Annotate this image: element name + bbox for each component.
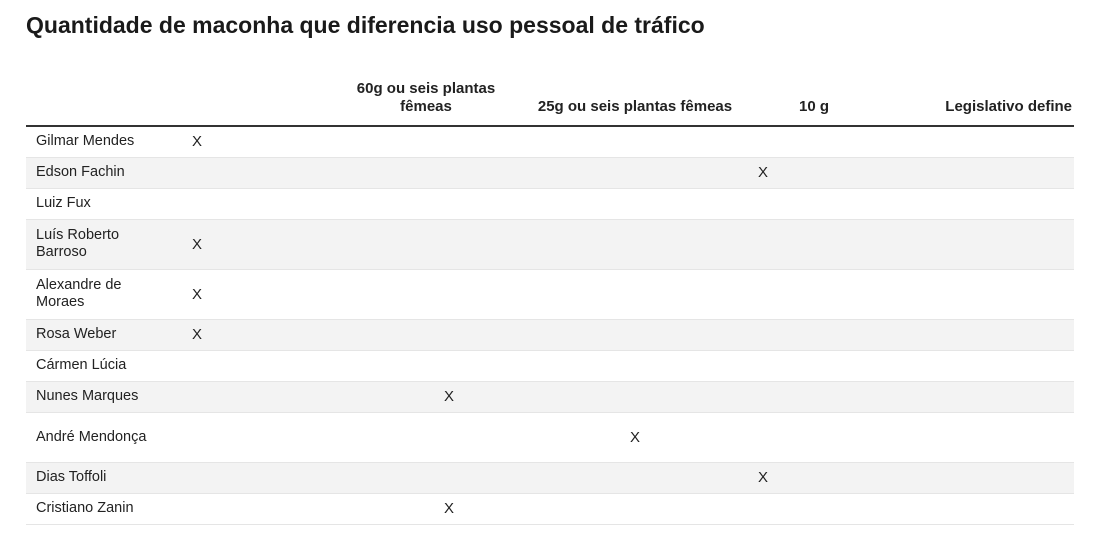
cell-mark <box>174 462 326 494</box>
cell-mark <box>174 412 326 463</box>
cell-mark <box>326 188 526 220</box>
cell-mark <box>884 188 1074 220</box>
cell-mark <box>884 219 1074 270</box>
chart-title: Quantidade de maconha que diferencia uso… <box>26 12 705 38</box>
header-col-2: 25g ou seis plantas fêmeas <box>526 74 744 127</box>
cell-mark <box>744 381 884 413</box>
table-row: Dias Toffoli X <box>26 462 1074 494</box>
row-name: Nunes Marques <box>26 381 174 413</box>
cell-mark <box>326 412 526 463</box>
row-name: Cristiano Zanin <box>26 493 174 525</box>
cell-mark <box>326 157 526 189</box>
cell-mark <box>326 319 526 351</box>
cell-mark <box>526 157 744 189</box>
cell-mark: X <box>744 462 884 494</box>
table-row: Nunes Marques X <box>26 381 1074 413</box>
cell-mark <box>526 493 744 525</box>
header-col-1: 60g ou seis plantas fêmeas <box>326 74 526 127</box>
cell-mark: X <box>326 493 526 525</box>
row-name: Gilmar Mendes <box>26 126 174 158</box>
cell-mark <box>326 126 526 158</box>
cell-mark <box>174 157 326 189</box>
cell-mark <box>526 350 744 382</box>
table-row: André Mendonça X <box>26 412 1074 463</box>
cell-mark <box>744 350 884 382</box>
header-row: 60g ou seis plantas fêmeas 25g ou seis p… <box>26 74 1074 127</box>
cell-mark <box>174 350 326 382</box>
header-col-0 <box>174 74 326 127</box>
cell-mark <box>744 412 884 463</box>
table-row: Cármen Lúcia <box>26 350 1074 382</box>
cell-mark: X <box>326 381 526 413</box>
cell-mark <box>526 126 744 158</box>
header-name <box>26 74 174 127</box>
row-name: Luís Roberto Barroso <box>26 219 174 270</box>
cell-mark <box>744 493 884 525</box>
cell-mark <box>884 381 1074 413</box>
cell-mark <box>326 350 526 382</box>
cell-mark <box>174 381 326 413</box>
cell-mark <box>526 319 744 351</box>
cell-mark <box>884 462 1074 494</box>
table-row: Cristiano Zanin X <box>26 493 1074 525</box>
cell-mark <box>884 126 1074 158</box>
cell-mark <box>744 319 884 351</box>
cell-mark <box>526 219 744 270</box>
cell-mark <box>526 462 744 494</box>
row-name: Cármen Lúcia <box>26 350 174 382</box>
cell-mark <box>884 269 1074 320</box>
row-name: Rosa Weber <box>26 319 174 351</box>
cell-mark <box>744 269 884 320</box>
table-row: Luiz Fux <box>26 188 1074 220</box>
row-name: André Mendonça <box>26 412 174 463</box>
cell-mark: X <box>174 319 326 351</box>
table-row: Edson Fachin X <box>26 157 1074 189</box>
cell-mark <box>526 269 744 320</box>
cell-mark <box>884 412 1074 463</box>
cell-mark: X <box>526 412 744 463</box>
cell-mark <box>526 188 744 220</box>
cell-mark <box>884 157 1074 189</box>
cell-mark <box>744 188 884 220</box>
cell-mark <box>884 350 1074 382</box>
header-col-4: Legislativo define <box>884 74 1074 127</box>
table-row: Alexandre de Moraes X <box>26 269 1074 320</box>
table-body: Gilmar Mendes X Edson Fachin X Luiz Fux Luís … <box>26 126 1074 525</box>
cell-mark: X <box>744 157 884 189</box>
cell-mark <box>326 269 526 320</box>
cell-mark <box>326 462 526 494</box>
row-name: Alexandre de Moraes <box>26 269 174 320</box>
cell-mark: X <box>174 269 326 320</box>
cell-mark <box>526 381 744 413</box>
cell-mark: X <box>174 219 326 270</box>
table-row: Gilmar Mendes X <box>26 126 1074 158</box>
cell-mark <box>744 126 884 158</box>
row-name: Luiz Fux <box>26 188 174 220</box>
cell-mark: X <box>174 126 326 158</box>
cell-mark <box>326 219 526 270</box>
table-row: Luís Roberto Barroso X <box>26 219 1074 270</box>
table-row: Rosa Weber X <box>26 319 1074 351</box>
cell-mark <box>744 219 884 270</box>
cell-mark <box>174 188 326 220</box>
header-col-3: 10 g <box>744 74 884 127</box>
cell-mark <box>884 319 1074 351</box>
vote-table: 60g ou seis plantas fêmeas 25g ou seis p… <box>26 74 1074 525</box>
cell-mark <box>174 493 326 525</box>
row-name: Edson Fachin <box>26 157 174 189</box>
row-name: Dias Toffoli <box>26 462 174 494</box>
cell-mark <box>884 493 1074 525</box>
